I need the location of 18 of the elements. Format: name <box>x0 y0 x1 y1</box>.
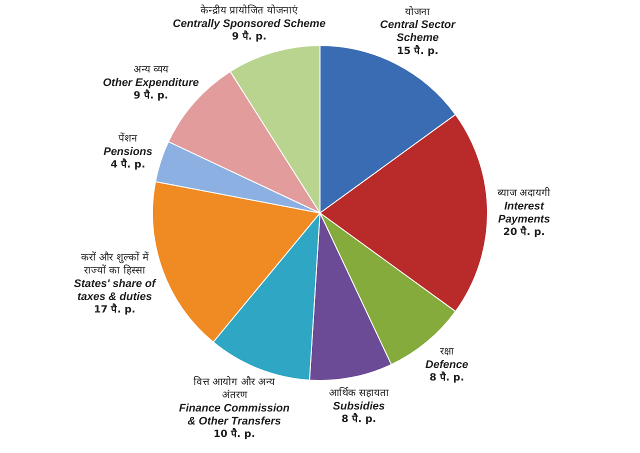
data-label: 10 पै. p. <box>213 426 256 440</box>
slice-label: योजना Central Sector Scheme <box>380 6 456 44</box>
slice-label: ब्याज अदायगी Interest Payments <box>497 187 551 226</box>
data-label: 4 पै. p. <box>110 158 146 171</box>
data-label: 9 पै. p. <box>232 29 267 42</box>
slice-label: पेंशन Pensions <box>103 132 152 158</box>
data-label: 8 पै. p. <box>342 412 376 426</box>
slice-label: अन्य व्यय Other Expenditure <box>102 64 199 89</box>
slice-label: आर्थिक सहायता Subsidies <box>328 387 389 413</box>
data-label: 9 पै. p. <box>134 88 168 102</box>
slice-label: वित्त आयोग और अन्य अंतरण Finance Commission & Other Transfers <box>178 376 290 428</box>
data-label: 8 पै. p. <box>429 370 464 384</box>
slice-label: केन्द्रीय प्रायोजित योजनाएं Centrally Sponsored Scheme <box>172 4 326 30</box>
slice-label: रक्षा Defence <box>425 346 468 371</box>
data-label: 20 पै. p. <box>503 225 545 238</box>
slice-label: करों और शुल्कों में राज्यों का हिस्सा States' share of taxes & duties <box>74 252 157 304</box>
data-label: 15 पै. p. <box>396 44 438 57</box>
data-label: 17 पै. p. <box>94 302 136 316</box>
